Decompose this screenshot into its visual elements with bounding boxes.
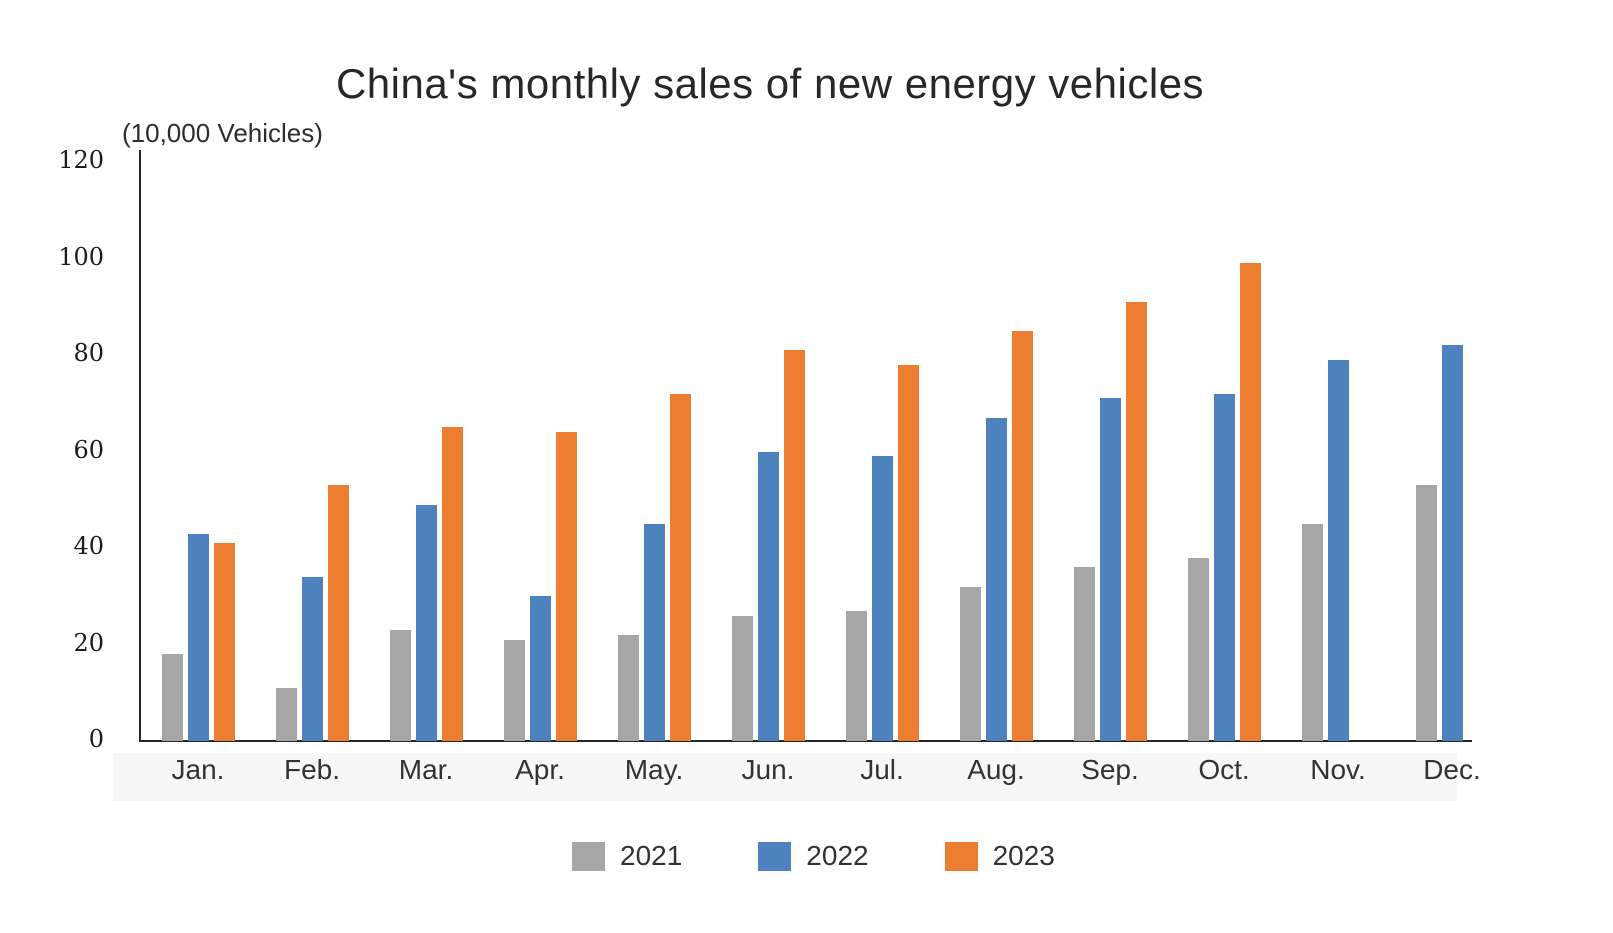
bar-2021-jul bbox=[845, 610, 867, 741]
legend-swatch-2023 bbox=[944, 841, 978, 871]
bar-2023-sep bbox=[1125, 301, 1147, 741]
bar-2021-dec bbox=[1415, 485, 1437, 741]
legend-item-2021: 2021 bbox=[572, 840, 682, 872]
bar-2022-jan bbox=[187, 533, 209, 741]
bar-2021-jun bbox=[731, 615, 753, 741]
y-tick-label-120: 120 bbox=[58, 146, 104, 174]
chart-title: China's monthly sales of new energy vehi… bbox=[335, 60, 1205, 107]
x-axis-line bbox=[139, 740, 1472, 742]
bar-2023-apr bbox=[555, 432, 577, 741]
bar-2021-may bbox=[617, 634, 639, 741]
bar-2021-nov bbox=[1301, 523, 1323, 741]
y-axis-line bbox=[139, 150, 141, 742]
bar-2023-feb bbox=[327, 485, 349, 741]
legend-label-2021: 2021 bbox=[620, 840, 683, 871]
x-tick-label-jul: Jul. bbox=[860, 754, 904, 785]
y-axis-unit-label: (10,000 Vehicles) bbox=[122, 118, 323, 148]
y-tick-label-60: 60 bbox=[73, 435, 104, 464]
x-tick-label-sep: Sep. bbox=[1081, 754, 1139, 785]
bar-2022-sep bbox=[1099, 398, 1121, 741]
bar-2022-jul bbox=[871, 456, 893, 741]
bar-2021-apr bbox=[503, 639, 525, 741]
bar-2022-jun bbox=[757, 451, 779, 741]
bar-2021-sep bbox=[1073, 567, 1095, 741]
y-tick-label-100: 100 bbox=[58, 242, 104, 271]
legend-item-2022: 2022 bbox=[758, 840, 869, 872]
y-tick-label-20: 20 bbox=[73, 628, 104, 657]
bar-2021-oct bbox=[1187, 557, 1209, 741]
x-tick-label-jan: Jan. bbox=[171, 754, 225, 785]
legend-label-2022: 2022 bbox=[806, 840, 869, 871]
bar-2021-aug bbox=[959, 586, 981, 741]
bar-2022-aug bbox=[985, 417, 1007, 741]
legend-swatch-2021 bbox=[572, 841, 605, 871]
bar-2022-apr bbox=[529, 596, 551, 741]
bar-2023-may bbox=[669, 393, 691, 741]
x-tick-label-nov: Nov. bbox=[1310, 754, 1366, 785]
y-tick-label-40: 40 bbox=[73, 532, 104, 560]
bar-2023-mar bbox=[441, 427, 463, 741]
x-tick-label-apr: Apr. bbox=[515, 754, 565, 785]
bar-2022-nov bbox=[1327, 359, 1349, 741]
bar-2023-jan bbox=[213, 543, 235, 741]
x-tick-label-feb: Feb. bbox=[283, 754, 341, 785]
bar-2023-jul bbox=[897, 364, 919, 741]
y-tick-label-80: 80 bbox=[73, 339, 104, 367]
bar-2021-jan bbox=[161, 654, 183, 741]
bar-2023-jun bbox=[783, 350, 805, 741]
legend: 2021 2022 2023 bbox=[572, 840, 1055, 872]
x-tick-label-dec: Dec. bbox=[1423, 754, 1481, 785]
bar-2021-feb bbox=[275, 687, 297, 741]
x-tick-label-oct: Oct. bbox=[1198, 754, 1250, 785]
legend-item-2023: 2023 bbox=[944, 840, 1055, 872]
legend-label-2023: 2023 bbox=[992, 840, 1055, 871]
x-tick-label-aug: Aug. bbox=[967, 754, 1025, 785]
legend-swatch-2022 bbox=[758, 841, 792, 871]
bar-2023-aug bbox=[1011, 330, 1033, 741]
bar-2022-may bbox=[643, 523, 665, 741]
x-tick-label-may: May. bbox=[624, 754, 684, 785]
x-tick-label-jun: Jun. bbox=[741, 754, 795, 785]
x-axis-label-band bbox=[113, 753, 1457, 801]
bar-2023-oct bbox=[1239, 263, 1261, 741]
bar-2022-oct bbox=[1213, 393, 1235, 741]
y-tick-label-0: 0 bbox=[88, 725, 104, 753]
bar-2022-dec bbox=[1441, 345, 1463, 741]
bar-2022-feb bbox=[301, 576, 323, 741]
bar-2022-mar bbox=[415, 504, 437, 741]
bar-2021-mar bbox=[389, 630, 411, 741]
x-tick-label-mar: Mar. bbox=[398, 754, 454, 785]
